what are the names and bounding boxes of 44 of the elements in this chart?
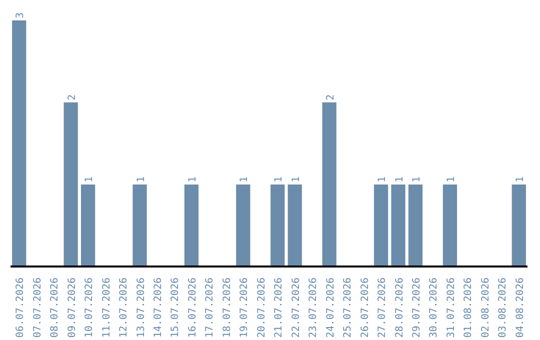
data-label: 3: [15, 12, 26, 18]
x-tick-label: 08.07.2026: [50, 277, 61, 338]
x-tick-label: 03.08.2026: [498, 277, 509, 338]
x-tick-label: 25.07.2026: [342, 277, 354, 338]
data-label: 1: [239, 176, 250, 182]
x-tick-label: 31.07.2026: [446, 277, 457, 338]
x-tick-label: 20.07.2026: [256, 277, 268, 338]
x-tick-label: 13.07.2026: [136, 277, 147, 338]
data-label: 1: [411, 176, 422, 182]
x-tick-label: 22.07.2026: [290, 277, 302, 338]
x-tick-label: 07.07.2026: [32, 277, 44, 338]
x-tick-label: 23.07.2026: [308, 277, 320, 338]
x-tick-label: 29.07.2026: [411, 277, 422, 338]
data-label: 1: [136, 176, 147, 182]
x-tick-label: 12.07.2026: [118, 277, 130, 338]
x-tick-label: 24.07.2026: [325, 277, 336, 338]
data-label: 1: [187, 176, 198, 182]
data-label: 1: [514, 176, 526, 182]
x-tick-label: 26.07.2026: [360, 277, 371, 338]
x-tick-label: 28.07.2026: [394, 277, 406, 338]
x-tick-label: 19.07.2026: [239, 277, 250, 338]
x-tick-label: 10.07.2026: [84, 277, 96, 338]
x-tick-label: 16.07.2026: [187, 277, 198, 338]
data-label: 1: [446, 176, 457, 182]
x-tick-label: 06.07.2026: [15, 277, 26, 338]
x-tick-label: 17.07.2026: [204, 277, 216, 338]
x-tick-label: 18.07.2026: [222, 277, 233, 338]
data-label: 1: [84, 176, 96, 182]
x-tick-label: 14.07.2026: [152, 277, 164, 338]
x-tick-label: 15.07.2026: [170, 277, 182, 338]
data-label: 1: [377, 176, 388, 182]
x-tick-label: 09.07.2026: [66, 277, 78, 338]
x-tick-label: 01.08.2026: [463, 277, 474, 338]
data-label: 1: [394, 176, 406, 182]
x-tick-label: 27.07.2026: [377, 277, 388, 338]
x-tick-label: 11.07.2026: [101, 277, 112, 338]
x-tick-label: 02.08.2026: [480, 277, 492, 338]
data-label: 2: [66, 94, 78, 100]
data-label: 1: [274, 176, 285, 182]
data-label: 2: [325, 94, 336, 100]
x-tick-label: 04.08.2026: [514, 277, 526, 338]
data-label: 1: [290, 176, 302, 182]
x-tick-label: 30.07.2026: [428, 277, 440, 338]
x-tick-label: 21.07.2026: [274, 277, 285, 338]
